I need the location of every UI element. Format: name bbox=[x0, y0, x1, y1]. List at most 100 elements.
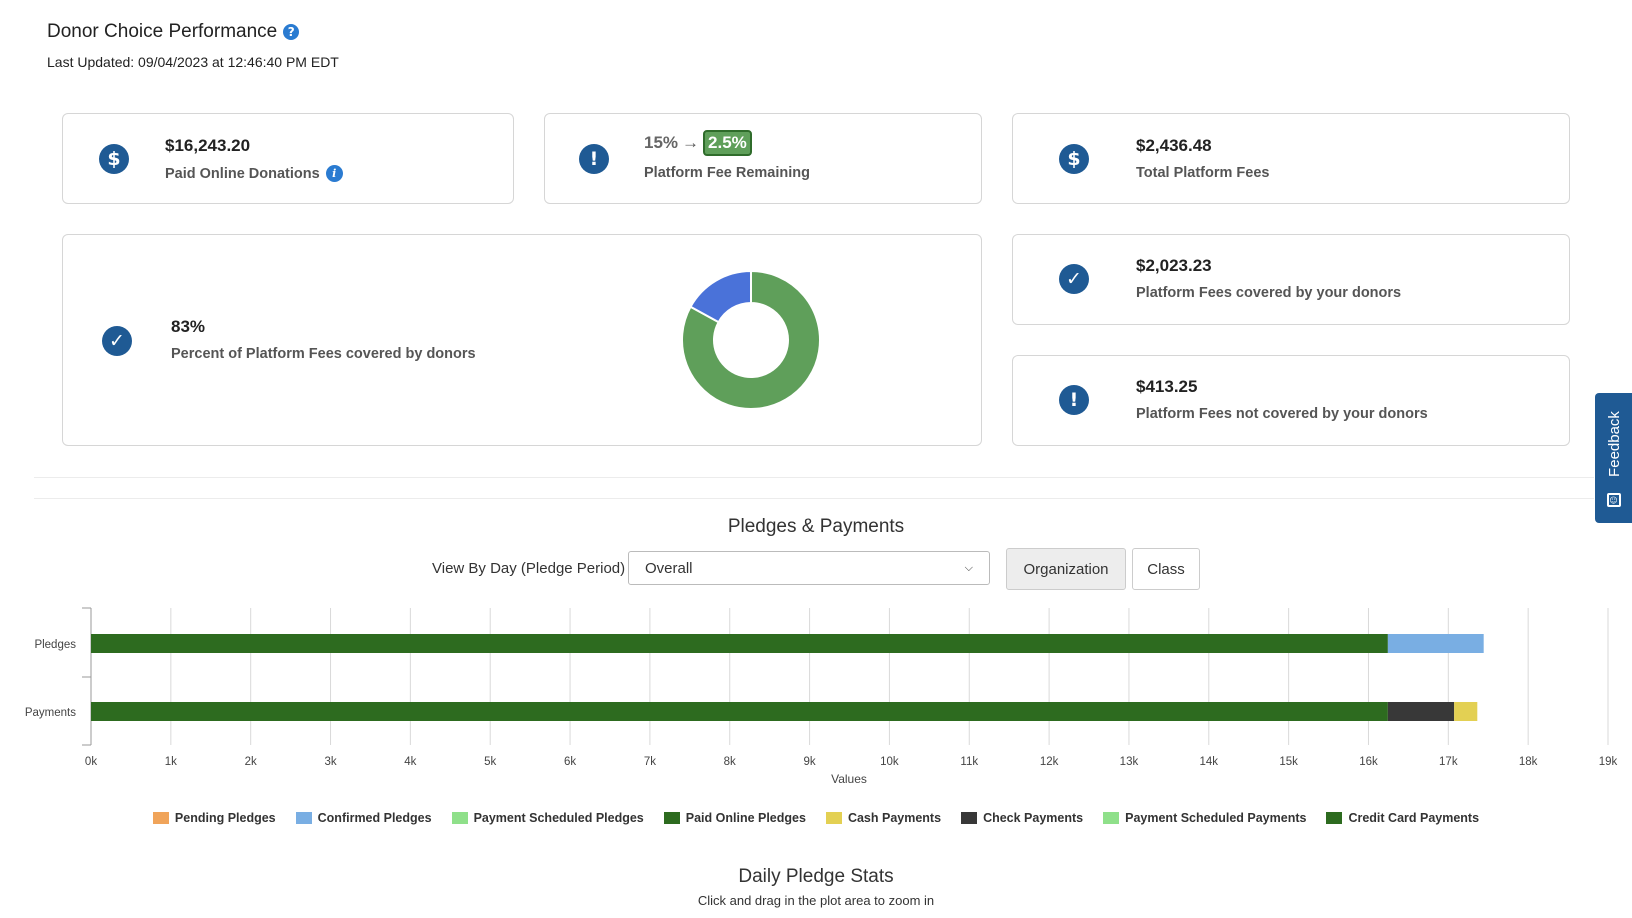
legend-label: Pending Pledges bbox=[174, 811, 276, 825]
x-tick-label: 10k bbox=[880, 756, 899, 768]
fees-not-covered-value: $413.25 bbox=[1136, 377, 1198, 396]
fees-not-covered-label: Platform Fees not covered by your donors bbox=[1136, 406, 1428, 422]
x-tick-label: 15k bbox=[1279, 756, 1298, 768]
donut-slice-not-covered bbox=[689, 269, 752, 324]
fee-new-percent-badge: 2.5% bbox=[703, 130, 752, 156]
info-icon[interactable]: i bbox=[325, 165, 343, 182]
fees-covered-value: $2,023.23 bbox=[1136, 256, 1212, 275]
legend-swatch bbox=[152, 812, 169, 824]
legend-item[interactable]: Cash Payments bbox=[825, 811, 942, 825]
daily-pledge-stats-title: Daily Pledge Stats bbox=[738, 866, 894, 887]
check-icon: ✓ bbox=[1059, 264, 1089, 294]
legend-item[interactable]: Payment Scheduled Payments bbox=[1103, 811, 1306, 825]
legend-swatch bbox=[825, 812, 842, 824]
x-tick-label: 7k bbox=[644, 756, 656, 768]
bar-cash-payments[interactable] bbox=[1454, 702, 1478, 721]
chevron-down-icon: ⌵ bbox=[964, 561, 973, 574]
x-tick-label: 8k bbox=[724, 756, 736, 768]
period-select[interactable]: Overall ⌵ bbox=[628, 551, 990, 585]
legend-item[interactable]: Confirmed Pledges bbox=[295, 811, 432, 825]
card-fees-covered: ✓ $2,023.23 Platform Fees covered by you… bbox=[1012, 234, 1570, 325]
card-fees-not-covered: ! $413.25 Platform Fees not covered by y… bbox=[1012, 355, 1570, 446]
fee-old-percent: 15% bbox=[644, 133, 679, 152]
x-tick-label: 18k bbox=[1519, 756, 1538, 768]
exclamation-icon: ! bbox=[1059, 385, 1089, 415]
card-total-platform-fees: $ $2,436.48 Total Platform Fees bbox=[1012, 113, 1570, 204]
class-button[interactable]: Class bbox=[1132, 548, 1200, 590]
y-category-label: Pledges bbox=[34, 639, 76, 651]
view-by-label: View By Day (Pledge Period) bbox=[432, 560, 626, 577]
period-select-value: Overall bbox=[645, 559, 693, 577]
legend-label: Credit Card Payments bbox=[1348, 811, 1480, 825]
x-tick-label: 14k bbox=[1200, 756, 1219, 768]
legend-swatch bbox=[961, 812, 978, 824]
paid-online-label-text: Paid Online Donations bbox=[165, 165, 320, 182]
legend-label: Check Payments bbox=[983, 811, 1084, 825]
exclamation-icon: ! bbox=[579, 144, 609, 174]
paid-online-label: Paid Online Donations i bbox=[165, 165, 343, 182]
legend-swatch bbox=[295, 812, 312, 824]
bar-paid-online-pledges[interactable] bbox=[91, 634, 1388, 653]
percent-covered-label: Percent of Platform Fees covered by dono… bbox=[171, 346, 476, 362]
donut-slice-covered bbox=[681, 269, 821, 410]
x-tick-label: 3k bbox=[324, 756, 336, 768]
check-icon: ✓ bbox=[102, 326, 132, 356]
x-tick-label: 12k bbox=[1040, 756, 1059, 768]
legend-item[interactable]: Pending Pledges bbox=[152, 811, 276, 825]
legend-label: Confirmed Pledges bbox=[317, 811, 432, 825]
fee-remaining-value: 15% → 2.5% bbox=[644, 130, 752, 156]
daily-pledge-stats-subtitle: Click and drag in the plot area to zoom … bbox=[697, 893, 935, 908]
question-circle-icon[interactable]: ? bbox=[283, 24, 300, 40]
percent-covered-value: 83% bbox=[171, 317, 206, 336]
bar-credit-card-payments[interactable] bbox=[91, 702, 1388, 721]
pledges-payments-title: Pledges & Payments bbox=[727, 516, 905, 537]
arrow-right-icon: → bbox=[682, 133, 700, 152]
total-fees-label: Total Platform Fees bbox=[1136, 165, 1270, 181]
x-tick-label: 9k bbox=[804, 756, 816, 768]
divider bbox=[34, 498, 1594, 499]
card-percent-covered: ✓ 83% Percent of Platform Fees covered b… bbox=[62, 234, 982, 446]
x-tick-label: 5k bbox=[484, 756, 496, 768]
fee-remaining-label: Platform Fee Remaining bbox=[644, 165, 810, 181]
x-tick-label: 17k bbox=[1439, 756, 1458, 768]
page-title-text: Donor Choice Performance bbox=[47, 21, 278, 42]
pledges-payments-chart[interactable]: 0k 1k 2k 3k 4k 5k 6k 7k 8k 9k 10k 11k 12k 13k 14k 15k 16… bbox=[0, 600, 1632, 790]
feedback-label: Feedback bbox=[1605, 411, 1622, 477]
organization-button[interactable]: Organization bbox=[1006, 548, 1126, 590]
dollar-icon: $ bbox=[99, 144, 129, 174]
bar-check-payments[interactable] bbox=[1387, 702, 1455, 721]
x-tick-label: 6k bbox=[564, 756, 576, 768]
x-tick-label: 2k bbox=[245, 756, 257, 768]
last-updated: Last Updated: 09/04/2023 at 12:46:40 PM … bbox=[47, 54, 339, 70]
legend-label: Cash Payments bbox=[847, 811, 942, 825]
bar-confirmed-pledges[interactable] bbox=[1387, 634, 1484, 653]
card-paid-online-donations: $ $16,243.20 Paid Online Donations i bbox=[62, 113, 514, 204]
feedback-icon: ☺ bbox=[1606, 493, 1621, 507]
legend-item[interactable]: Credit Card Payments bbox=[1326, 811, 1479, 825]
legend-swatch bbox=[451, 812, 468, 824]
y-category-label: Payments bbox=[25, 707, 76, 719]
paid-online-value: $16,243.20 bbox=[165, 136, 251, 155]
legend-swatch bbox=[1103, 812, 1120, 824]
x-axis-label: Values bbox=[831, 772, 867, 786]
x-tick-label: 19k bbox=[1599, 756, 1618, 768]
divider bbox=[34, 477, 1594, 478]
legend-label: Payment Scheduled Pledges bbox=[473, 811, 644, 825]
page-title: Donor Choice Performance ? bbox=[47, 21, 300, 43]
legend-item[interactable]: Check Payments bbox=[961, 811, 1083, 825]
donut-chart bbox=[681, 269, 821, 410]
legend-item[interactable]: Payment Scheduled Pledges bbox=[451, 811, 644, 825]
legend-item[interactable]: Paid Online Pledges bbox=[663, 811, 806, 825]
x-tick-label: 13k bbox=[1120, 756, 1139, 768]
x-tick-label: 4k bbox=[404, 756, 416, 768]
total-fees-value: $2,436.48 bbox=[1136, 136, 1212, 155]
legend-swatch bbox=[663, 812, 680, 824]
x-tick-label: 1k bbox=[165, 756, 177, 768]
dollar-icon: $ bbox=[1059, 144, 1089, 174]
legend-swatch bbox=[1326, 812, 1343, 824]
legend-label: Payment Scheduled Payments bbox=[1125, 811, 1307, 825]
legend-label: Paid Online Pledges bbox=[685, 811, 806, 825]
x-tick-label: 16k bbox=[1359, 756, 1378, 768]
fees-covered-label: Platform Fees covered by your donors bbox=[1136, 285, 1402, 301]
feedback-tab[interactable]: Feedback ☺ bbox=[1595, 393, 1632, 523]
